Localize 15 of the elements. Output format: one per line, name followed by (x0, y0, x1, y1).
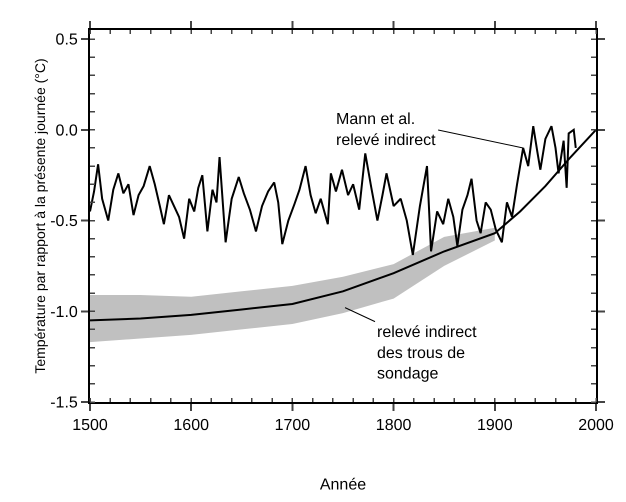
x-axis-title: Année (320, 476, 366, 494)
x-tick-label: 1600 (173, 417, 210, 434)
y-tick-label: -0.5 (50, 213, 78, 230)
annotation: Mann et al. relevé indirect (336, 111, 436, 149)
y-tick-label: 0.0 (56, 122, 78, 140)
y-tick-label: -1.0 (50, 304, 78, 321)
y-axis-title: Température par rapport à la présente journée (°C) (32, 58, 48, 374)
x-tick-label: 1700 (274, 417, 310, 434)
y-tick-label: 0.5 (56, 32, 78, 49)
x-tick-label: 1500 (72, 417, 108, 434)
x-tick-label: 1900 (477, 417, 513, 434)
y-tick-label: -1.5 (50, 394, 78, 412)
x-tick-label: 1800 (376, 417, 412, 434)
annotation: relevé indirect des trous de sondage (377, 324, 478, 383)
x-tick-label: 2000 (578, 417, 614, 434)
